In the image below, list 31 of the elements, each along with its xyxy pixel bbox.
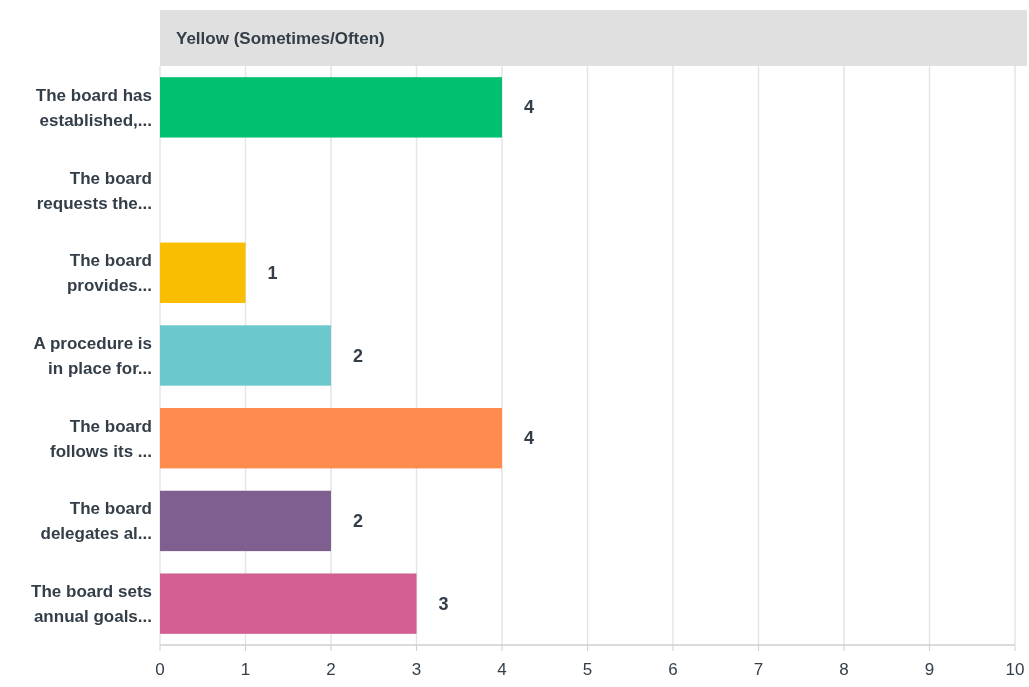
data-label: 3 (438, 593, 449, 614)
x-tick-label: 10 (1005, 660, 1025, 679)
bar (160, 77, 502, 138)
data-label: 4 (524, 428, 535, 449)
x-tick-label: 2 (326, 660, 336, 679)
x-tick-label: 6 (668, 660, 678, 679)
y-tick-label: The board follows its ... (49, 416, 152, 461)
x-tick-label: 5 (582, 660, 593, 679)
x-tick-label: 1 (240, 660, 251, 679)
x-tick-label: 7 (753, 660, 764, 679)
y-tick-label: The board has established,... (35, 85, 152, 130)
y-tick-label: A procedure is in place for... (33, 333, 152, 378)
x-tick-label: 0 (155, 660, 165, 679)
bar (160, 242, 246, 303)
bar (160, 408, 502, 469)
chart-title: Yellow (Sometimes/Often) (176, 28, 385, 48)
bar (160, 490, 331, 552)
bar (160, 325, 331, 386)
data-label: 4 (524, 97, 535, 118)
data-label: 2 (353, 510, 364, 531)
y-tick-label: The board sets annual goals... (31, 581, 152, 626)
data-label: 1 (267, 262, 278, 283)
y-tick-label: The board provides... (66, 250, 152, 295)
data-label: 2 (353, 345, 364, 366)
x-tick-label: 4 (497, 660, 507, 679)
bar (160, 573, 417, 634)
x-tick-label: 3 (411, 660, 422, 679)
y-tick-label: The board delegates al... (40, 498, 152, 543)
x-tick-label: 8 (839, 660, 849, 679)
y-tick-label: The board requests the... (36, 168, 152, 213)
x-tick-label: 9 (924, 660, 935, 679)
